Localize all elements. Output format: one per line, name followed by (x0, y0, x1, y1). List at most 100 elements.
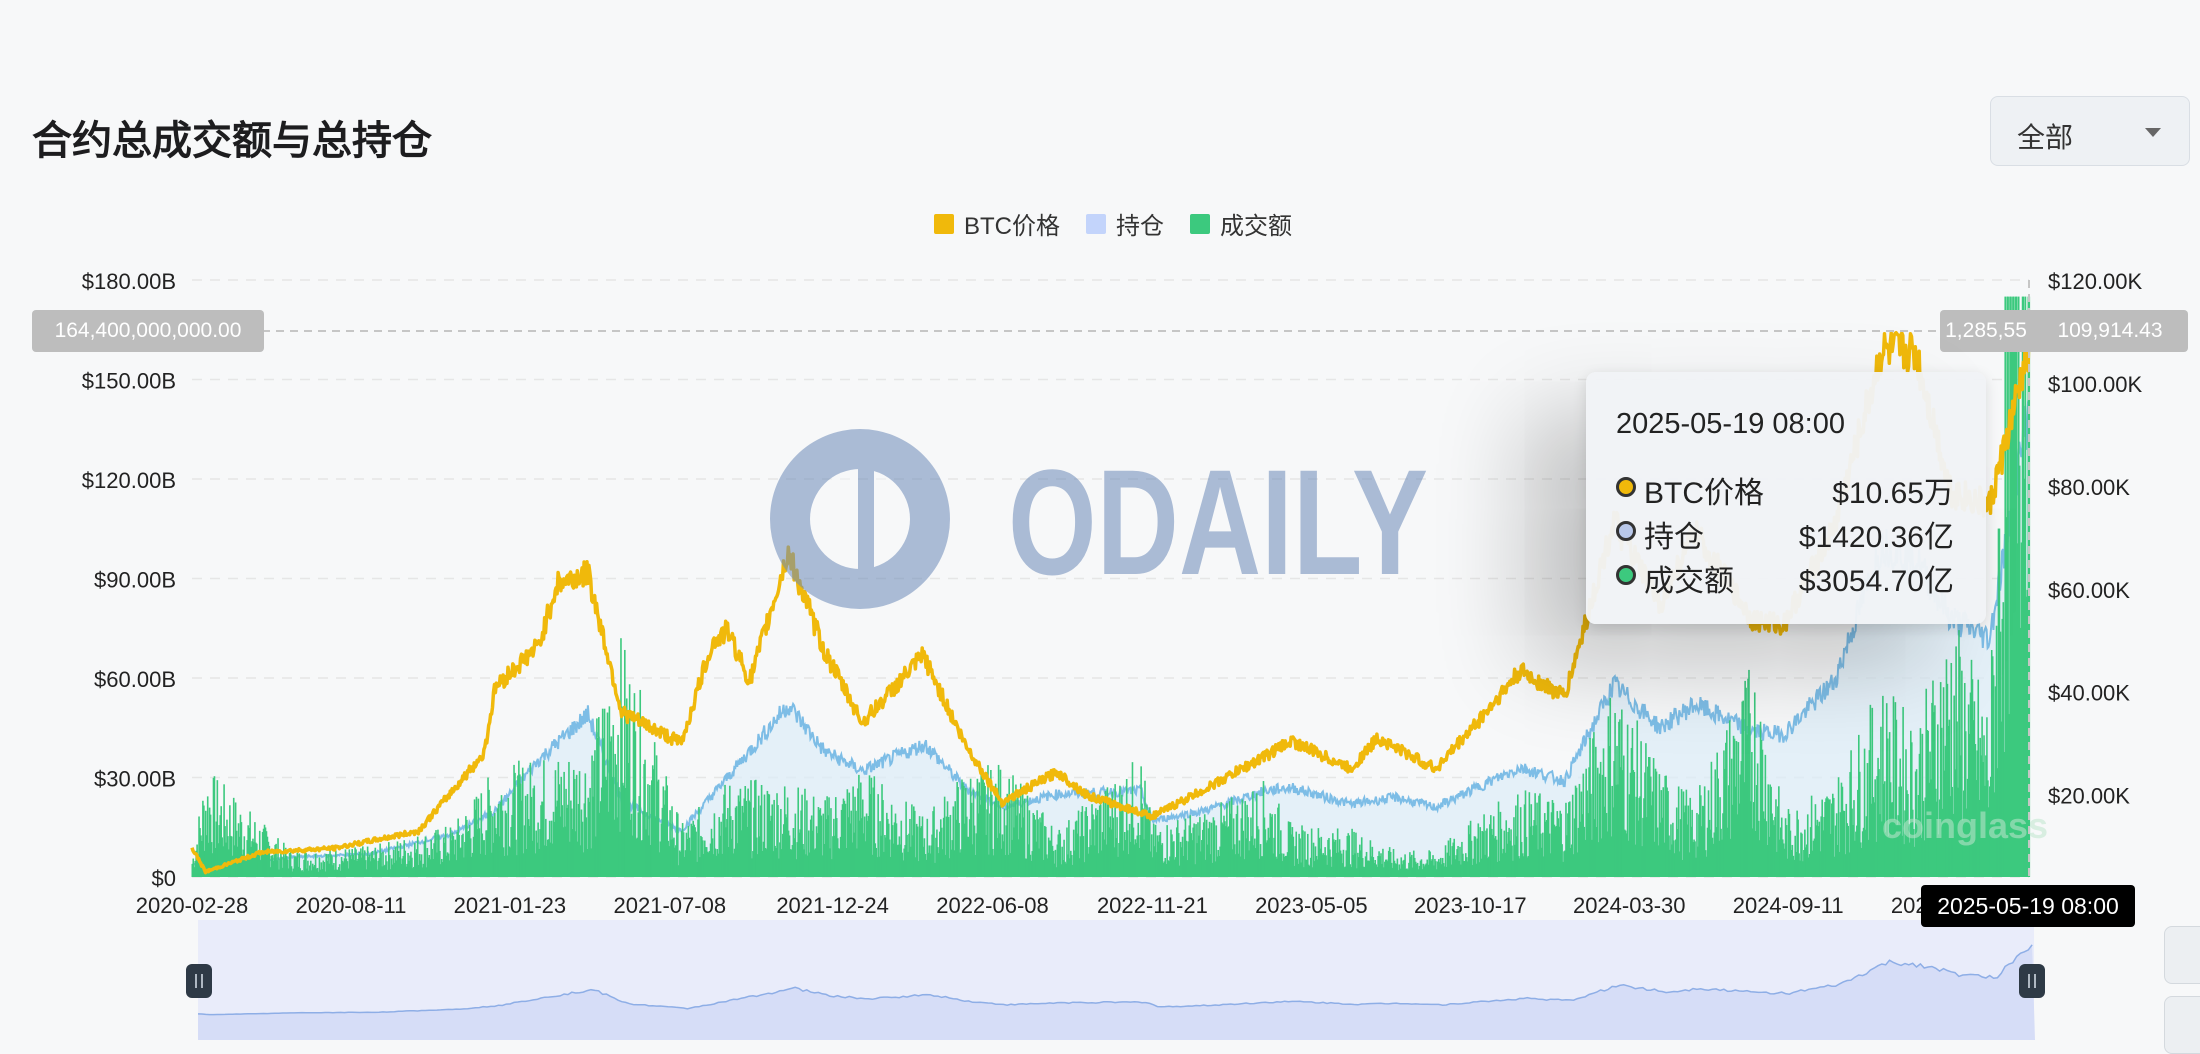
volume-bar (587, 797, 590, 877)
volume-bar (662, 786, 665, 877)
volume-bar (281, 857, 283, 877)
volume-bar (364, 860, 367, 877)
volume-bar (1947, 725, 1950, 877)
volume-bar (283, 842, 285, 877)
navigator-right-handle[interactable] (2019, 964, 2045, 998)
volume-bar (832, 836, 834, 877)
volume-bar (960, 849, 962, 877)
volume-bar (1582, 773, 1585, 877)
volume-bar (1688, 852, 1691, 877)
volume-bar (1722, 813, 1724, 877)
volume-bar (1533, 820, 1535, 877)
volume-bar (1826, 796, 1828, 877)
navigator-left-handle[interactable] (186, 964, 212, 998)
volume-bar (1284, 855, 1287, 877)
volume-bar (665, 776, 668, 877)
volume-bar (896, 845, 899, 877)
volume-bar (716, 849, 719, 877)
volume-bar (360, 848, 362, 877)
volume-bar (749, 802, 751, 877)
volume-bar (1792, 855, 1795, 877)
volume-bar (2011, 317, 2013, 877)
volume-bar (1234, 854, 1237, 877)
volume-bar (926, 818, 929, 877)
volume-bar (2007, 296, 2009, 877)
volume-bar (578, 771, 581, 877)
scroll-top-icon[interactable] (2164, 996, 2200, 1054)
range-select[interactable]: 全部 (1990, 96, 2190, 166)
volume-bar (1208, 821, 1211, 877)
volume-bar (2018, 465, 2021, 877)
volume-bar (1561, 844, 1563, 877)
volume-bar (1801, 833, 1803, 877)
volume-bar (513, 764, 515, 877)
volume-bar (1536, 802, 1538, 877)
volume-bar (974, 854, 977, 877)
volume-bar (431, 848, 433, 877)
volume-bar (278, 869, 280, 877)
volume-bar (1276, 858, 1278, 877)
volume-bar (1481, 831, 1483, 877)
volume-bar (1266, 840, 1269, 877)
volume-bar (929, 853, 931, 877)
volume-bar (2003, 752, 2006, 877)
volume-bar (331, 856, 333, 877)
feedback-icon[interactable] (2164, 926, 2200, 984)
volume-bar (1774, 816, 1776, 877)
volume-bar (1554, 826, 1557, 877)
volume-bar (1334, 839, 1337, 877)
volume-bar (1263, 817, 1266, 877)
volume-bar (1538, 795, 1540, 877)
volume-bar (965, 816, 968, 877)
volume-bar (833, 818, 835, 877)
volume-bar (555, 806, 558, 877)
volume-bar (366, 846, 369, 877)
volume-bar (658, 852, 661, 877)
volume-bar (796, 842, 799, 877)
volume-bar (731, 819, 734, 877)
volume-bar (1254, 848, 1257, 877)
volume-bar (1544, 821, 1547, 877)
volume-bar (502, 847, 505, 877)
volume-bar (219, 815, 222, 877)
volume-bar (593, 760, 595, 877)
volume-bar (1937, 834, 1940, 877)
volume-bar (2021, 296, 2024, 877)
volume-bar (300, 871, 302, 877)
volume-bar (1115, 838, 1117, 877)
volume-bar (296, 852, 299, 877)
volume-bar (1586, 790, 1588, 877)
volume-bar (1399, 868, 1402, 877)
volume-bar (1727, 785, 1730, 877)
volume-bar (850, 810, 852, 877)
volume-bar (1780, 817, 1783, 877)
volume-bar (1640, 741, 1642, 877)
volume-bar (1333, 839, 1335, 877)
volume-bar (867, 816, 870, 877)
legend-item-oi[interactable]: 持仓 (1086, 206, 1164, 241)
volume-bar (681, 823, 684, 877)
volume-bar (765, 849, 768, 877)
volume-bar (1695, 857, 1697, 877)
volume-bar (1508, 827, 1510, 877)
volume-bar (314, 853, 317, 877)
volume-bar (1574, 785, 1577, 877)
volume-bar (1424, 864, 1427, 877)
legend-item-volume[interactable]: 成交额 (1190, 206, 1292, 241)
volume-bar (1598, 773, 1601, 877)
volume-bar (407, 853, 409, 877)
legend-item-btc[interactable]: BTC价格 (934, 206, 1060, 241)
volume-bar (1251, 836, 1253, 877)
volume-bar (539, 829, 541, 877)
volume-bar (1833, 856, 1836, 877)
volume-bar (1469, 820, 1472, 877)
volume-bar (1105, 844, 1108, 877)
volume-bar (1038, 848, 1040, 877)
volume-bar (1837, 777, 1840, 877)
volume-bar (769, 820, 772, 877)
volume-bar (1290, 834, 1293, 877)
volume-bar (1537, 849, 1539, 877)
volume-bar (1848, 852, 1850, 877)
volume-bar (1494, 836, 1497, 877)
